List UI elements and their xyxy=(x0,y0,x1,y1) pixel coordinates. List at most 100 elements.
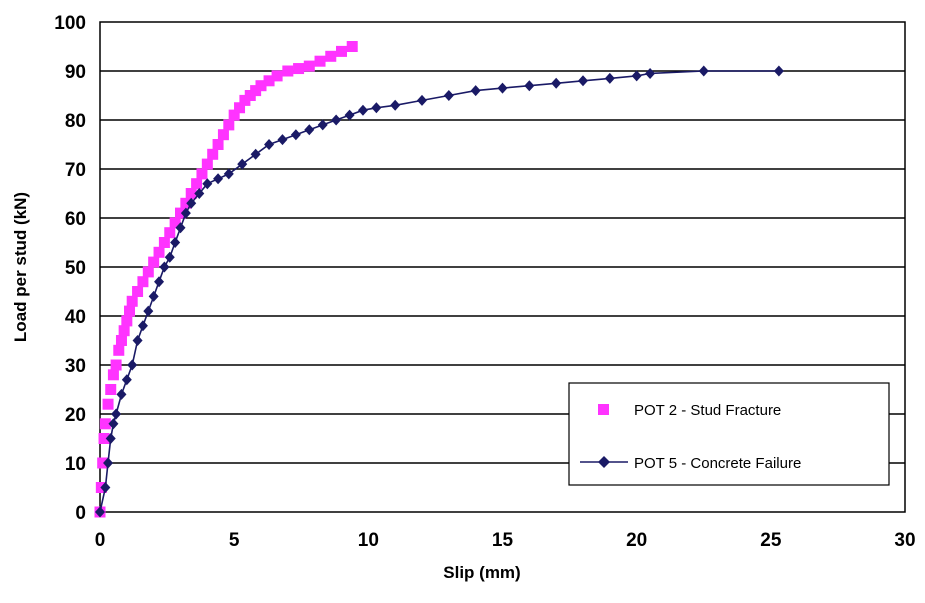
data-point xyxy=(578,75,588,87)
data-point xyxy=(645,67,656,79)
data-point xyxy=(524,80,535,92)
data-point xyxy=(118,325,130,337)
data-point xyxy=(497,82,508,94)
legend-marker-pot2 xyxy=(598,404,609,415)
y-tick-label: 80 xyxy=(65,111,86,132)
data-point xyxy=(185,188,197,199)
data-point xyxy=(371,102,382,114)
data-point xyxy=(290,129,301,141)
data-point xyxy=(357,104,368,116)
series-layer xyxy=(94,41,784,518)
data-point xyxy=(121,315,133,327)
data-point xyxy=(263,75,275,87)
data-point xyxy=(223,119,235,131)
data-point xyxy=(175,207,186,219)
data-point xyxy=(102,398,114,410)
data-point xyxy=(271,70,283,82)
data-point xyxy=(255,80,267,92)
data-point xyxy=(107,369,119,381)
data-point xyxy=(191,178,203,190)
data-point xyxy=(212,139,224,150)
y-tick-label: 90 xyxy=(65,62,86,83)
data-point xyxy=(148,256,160,268)
x-tick-label: 20 xyxy=(626,530,647,551)
data-point xyxy=(631,70,642,82)
data-point xyxy=(277,134,288,146)
data-point xyxy=(604,72,615,84)
data-point xyxy=(346,41,358,52)
data-point xyxy=(95,506,105,518)
x-tick-label: 30 xyxy=(894,530,915,551)
data-point xyxy=(331,114,342,126)
data-point xyxy=(116,388,127,400)
data-point xyxy=(105,433,116,444)
tick-labels: 0 10 20 30 40 50 60 70 80 90 100 0 5 10 15 20 25 30 xyxy=(54,13,915,551)
data-point xyxy=(148,290,159,302)
data-point xyxy=(202,178,213,190)
data-point xyxy=(158,237,170,248)
x-tick-label: 0 xyxy=(95,530,106,551)
data-point xyxy=(99,418,111,430)
data-point xyxy=(115,335,127,346)
data-point xyxy=(304,124,315,136)
data-point xyxy=(217,129,229,141)
y-tick-label: 0 xyxy=(75,503,86,524)
series-1 xyxy=(95,65,784,518)
data-point xyxy=(282,65,294,77)
data-point xyxy=(470,85,481,97)
data-point xyxy=(127,359,138,371)
data-point xyxy=(132,286,144,297)
data-point xyxy=(698,65,709,77)
legend: POT 2 - Stud Fracture POT 5 - Concrete F… xyxy=(568,382,890,486)
data-point xyxy=(250,148,261,160)
legend-box xyxy=(568,382,890,486)
data-point xyxy=(170,237,181,248)
data-point xyxy=(98,433,110,444)
data-point xyxy=(773,65,784,77)
data-point xyxy=(100,482,111,493)
data-point xyxy=(325,50,337,62)
y-tick-label: 30 xyxy=(65,356,86,377)
data-point xyxy=(237,158,248,170)
data-point xyxy=(186,197,197,209)
data-point xyxy=(314,55,326,67)
x-tick-label: 15 xyxy=(492,530,514,551)
y-axis-title: Load per stud (kN) xyxy=(11,192,30,342)
data-point xyxy=(159,261,170,273)
data-point xyxy=(228,109,240,121)
y-tick-label: 40 xyxy=(65,307,86,328)
data-point xyxy=(169,217,181,229)
data-point xyxy=(180,207,191,219)
data-point xyxy=(443,90,454,101)
data-point xyxy=(142,266,154,278)
data-point xyxy=(97,457,109,469)
data-point xyxy=(124,305,136,317)
data-point xyxy=(175,222,186,234)
data-point xyxy=(207,148,219,160)
data-point xyxy=(153,246,165,258)
legend-label-pot2: POT 2 - Stud Fracture xyxy=(634,402,781,419)
data-point xyxy=(390,99,401,111)
y-tick-label: 50 xyxy=(65,258,86,279)
data-point xyxy=(336,45,347,57)
data-point xyxy=(137,320,148,332)
data-point xyxy=(213,173,224,185)
data-point xyxy=(126,295,138,307)
data-point xyxy=(194,188,205,199)
data-point xyxy=(111,408,122,420)
data-point xyxy=(196,168,208,180)
data-point xyxy=(103,457,114,469)
y-tick-label: 70 xyxy=(65,160,86,181)
data-point xyxy=(551,77,562,89)
data-point xyxy=(223,168,234,180)
data-point xyxy=(105,384,117,395)
y-tick-label: 60 xyxy=(65,209,86,230)
data-point xyxy=(113,344,125,356)
data-point xyxy=(121,374,132,386)
data-point xyxy=(132,335,143,346)
data-point xyxy=(143,305,154,317)
data-point xyxy=(110,359,122,371)
data-point xyxy=(293,63,305,75)
